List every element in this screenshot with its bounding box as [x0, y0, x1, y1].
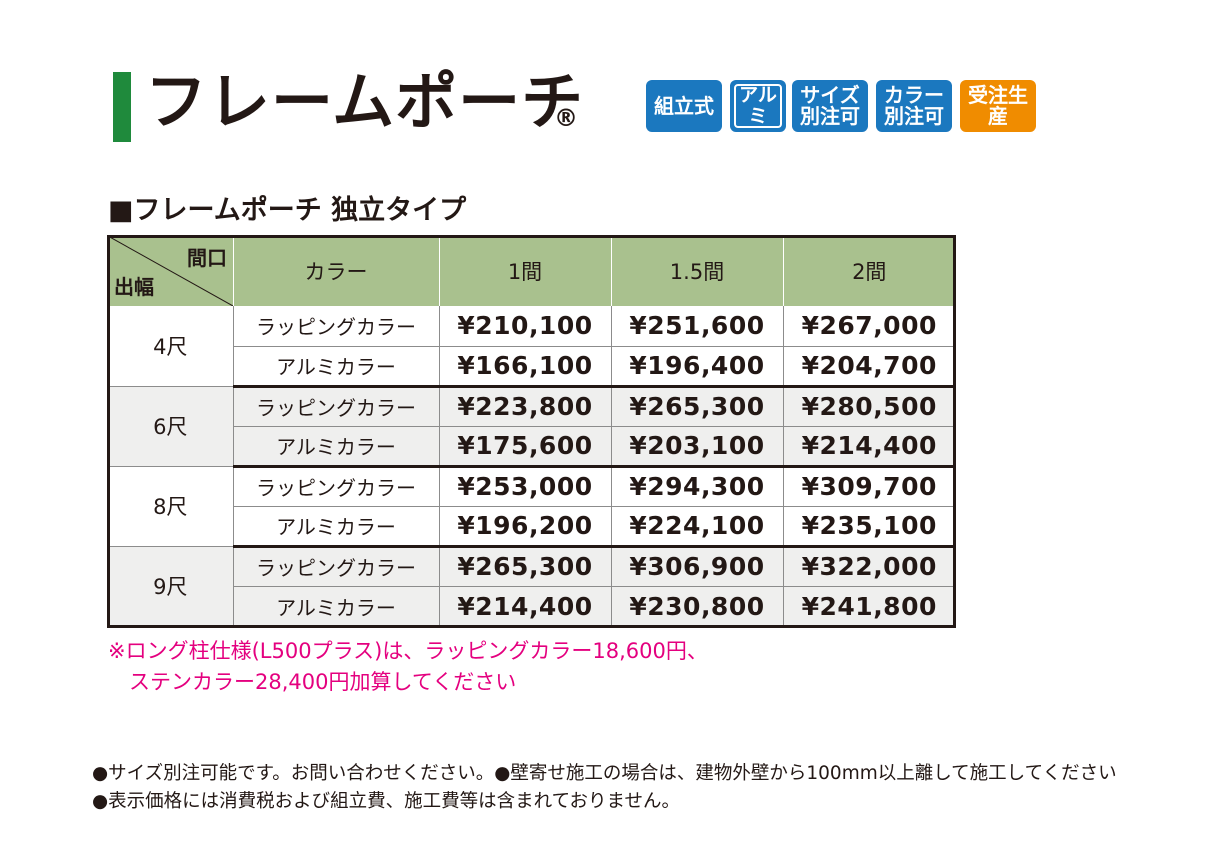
price-cell: ¥223,800: [438, 386, 611, 427]
aluminum-badge: アルミ: [730, 80, 786, 132]
color-cell: アルミカラー: [232, 586, 439, 627]
price-cell: ¥306,900: [610, 546, 783, 587]
depth-cell: 9尺: [108, 546, 233, 627]
price-cell: ¥210,100: [438, 306, 611, 347]
corner-header-cell: 間口 出幅: [108, 236, 233, 306]
depth-cell: 4尺: [108, 306, 233, 387]
price-table: 間口 出幅 カラー 1間 1.5間 2間 4尺 ラッピングカラー ¥210,10…: [108, 236, 955, 627]
price-cell: ¥230,800: [610, 586, 783, 627]
price-cell: ¥251,600: [610, 306, 783, 347]
group-9shaku: 9尺 ラッピングカラー ¥265,300 ¥306,900 ¥322,000 ア…: [108, 546, 955, 627]
footer-line-2: ●表示価格には消費税および組立費、施工費等は含まれておりません。: [92, 791, 680, 812]
color-custom-badge: カラー 別注可: [876, 80, 952, 132]
made-to-order-badge: 受注生産: [960, 80, 1036, 132]
group-4shaku: 4尺 ラッピングカラー ¥210,100 ¥251,600 ¥267,000 ア…: [108, 306, 955, 388]
color-cell: ラッピングカラー: [232, 466, 439, 507]
table-row: アルミカラー ¥196,200 ¥224,100 ¥235,100: [108, 506, 955, 548]
note-line-2: ステンカラー28,400円加算してください: [108, 670, 517, 694]
table-row: 9尺 ラッピングカラー ¥265,300 ¥306,900 ¥322,000: [108, 546, 955, 627]
price-cell: ¥309,700: [782, 466, 955, 507]
price-cell: ¥214,400: [782, 426, 955, 468]
color-header: カラー: [232, 236, 439, 306]
price-cell: ¥253,000: [438, 466, 611, 507]
price-cell: ¥214,400: [438, 586, 611, 627]
footer-notes: ●サイズ別注可能です。お問い合わせください。●壁寄せ施工の場合は、建物外壁から1…: [92, 760, 1117, 816]
size-custom-badge: サイズ 別注可: [792, 80, 868, 132]
note-line-1: ※ロング柱仕様(L500プラス)は、ラッピングカラー18,600円、: [108, 639, 708, 663]
assembly-badge: 組立式: [646, 80, 722, 132]
price-cell: ¥224,100: [610, 506, 783, 548]
price-cell: ¥204,700: [782, 346, 955, 388]
price-cell: ¥280,500: [782, 386, 955, 427]
price-cell: ¥166,100: [438, 346, 611, 388]
long-post-note: ※ロング柱仕様(L500プラス)は、ラッピングカラー18,600円、 ステンカラ…: [108, 636, 708, 698]
price-cell: ¥235,100: [782, 506, 955, 548]
price-cell: ¥196,200: [438, 506, 611, 548]
width-header-2: 2間: [782, 236, 955, 306]
depth-cell: 8尺: [108, 466, 233, 547]
table-header-row: 間口 出幅 カラー 1間 1.5間 2間: [108, 236, 955, 306]
table-row: 4尺 ラッピングカラー ¥210,100 ¥251,600 ¥267,000: [108, 306, 955, 387]
group-6shaku: 6尺 ラッピングカラー ¥223,800 ¥265,300 ¥280,500 ア…: [108, 386, 955, 468]
price-cell: ¥265,300: [610, 386, 783, 427]
price-cell: ¥241,800: [782, 586, 955, 627]
price-cell: ¥203,100: [610, 426, 783, 468]
price-cell: ¥196,400: [610, 346, 783, 388]
footer-line-1: ●サイズ別注可能です。お問い合わせください。●壁寄せ施工の場合は、建物外壁から1…: [92, 763, 1117, 784]
title-accent-bar: [113, 72, 131, 142]
width-header-1-5: 1.5間: [610, 236, 783, 306]
table-row: 8尺 ラッピングカラー ¥253,000 ¥294,300 ¥309,700: [108, 466, 955, 547]
color-cell: アルミカラー: [232, 506, 439, 548]
table-row: アルミカラー ¥175,600 ¥203,100 ¥214,400: [108, 426, 955, 468]
price-cell: ¥175,600: [438, 426, 611, 468]
section-subtitle: ■フレームポーチ 独立タイプ: [108, 195, 467, 226]
width-header-1: 1間: [438, 236, 611, 306]
price-cell: ¥265,300: [438, 546, 611, 587]
registered-mark: ®: [554, 104, 578, 132]
table-row: アルミカラー ¥166,100 ¥196,400 ¥204,700: [108, 346, 955, 388]
page-title: フレームポーチ: [145, 65, 585, 138]
depth-label: 出幅: [114, 275, 154, 299]
table-row: アルミカラー ¥214,400 ¥230,800 ¥241,800: [108, 586, 955, 627]
color-cell: ラッピングカラー: [232, 386, 439, 427]
color-cell: ラッピングカラー: [232, 546, 439, 587]
price-cell: ¥267,000: [782, 306, 955, 347]
corner-diagonal-line: [108, 236, 233, 306]
color-cell: アルミカラー: [232, 346, 439, 388]
width-label: 間口: [187, 246, 227, 270]
price-cell: ¥294,300: [610, 466, 783, 507]
color-cell: ラッピングカラー: [232, 306, 439, 347]
color-cell: アルミカラー: [232, 426, 439, 468]
depth-cell: 6尺: [108, 386, 233, 467]
aluminum-badge-label: アルミ: [734, 84, 782, 128]
group-8shaku: 8尺 ラッピングカラー ¥253,000 ¥294,300 ¥309,700 ア…: [108, 466, 955, 548]
table-row: 6尺 ラッピングカラー ¥223,800 ¥265,300 ¥280,500: [108, 386, 955, 467]
price-cell: ¥322,000: [782, 546, 955, 587]
